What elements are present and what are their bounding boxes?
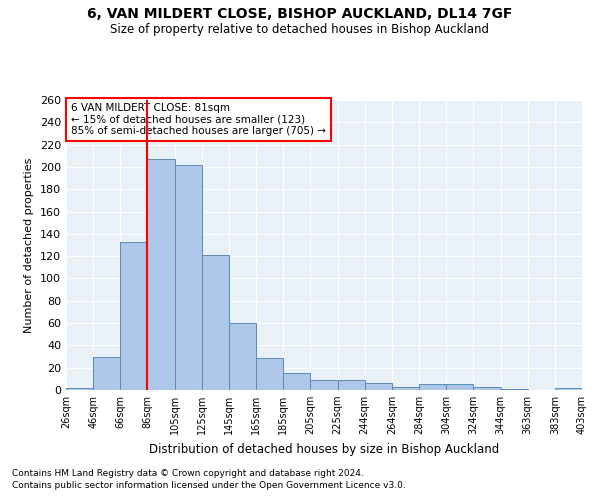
Bar	[175, 164, 202, 390]
Bar	[392, 386, 419, 390]
Bar	[473, 386, 500, 390]
Text: Contains public sector information licensed under the Open Government Licence v3: Contains public sector information licen…	[12, 481, 406, 490]
Text: Size of property relative to detached houses in Bishop Auckland: Size of property relative to detached ho…	[110, 22, 490, 36]
Bar	[66, 388, 93, 390]
Bar	[419, 384, 446, 390]
Bar	[121, 242, 148, 390]
Bar	[338, 380, 365, 390]
Bar	[446, 384, 473, 390]
Text: Distribution of detached houses by size in Bishop Auckland: Distribution of detached houses by size …	[149, 442, 499, 456]
Bar	[500, 389, 527, 390]
Bar	[310, 380, 338, 390]
Bar	[256, 358, 283, 390]
Text: 6, VAN MILDERT CLOSE, BISHOP AUCKLAND, DL14 7GF: 6, VAN MILDERT CLOSE, BISHOP AUCKLAND, D…	[88, 8, 512, 22]
Bar	[148, 159, 175, 390]
Text: Contains HM Land Registry data © Crown copyright and database right 2024.: Contains HM Land Registry data © Crown c…	[12, 468, 364, 477]
Bar	[365, 384, 392, 390]
Y-axis label: Number of detached properties: Number of detached properties	[25, 158, 34, 332]
Bar	[555, 388, 582, 390]
Bar	[283, 374, 310, 390]
Bar	[229, 323, 256, 390]
Bar	[202, 255, 229, 390]
Text: 6 VAN MILDERT CLOSE: 81sqm
← 15% of detached houses are smaller (123)
85% of sem: 6 VAN MILDERT CLOSE: 81sqm ← 15% of deta…	[71, 103, 326, 136]
Bar	[93, 356, 121, 390]
